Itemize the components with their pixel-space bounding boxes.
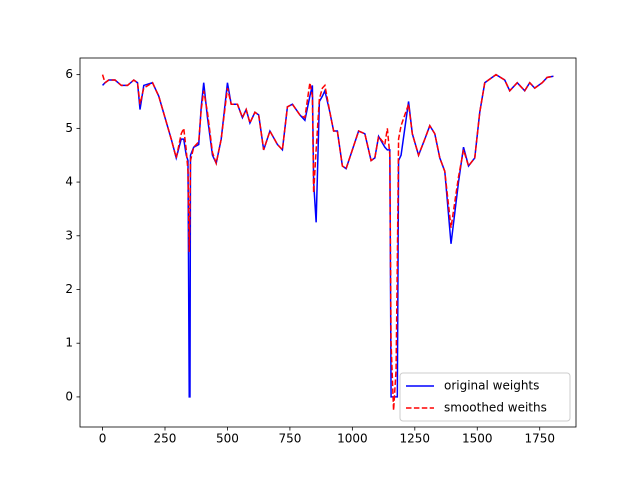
data-line [101, 73, 554, 411]
x-tick-label: 500 [216, 432, 239, 446]
axes-frame [79, 57, 577, 428]
x-tick-label: 1000 [337, 432, 368, 446]
y-tick-label: 1 [65, 336, 73, 350]
legend: original weights smoothed weiths [399, 372, 571, 422]
x-tick-label: 1250 [400, 432, 431, 446]
legend-label: original weights [444, 379, 539, 393]
data-line [101, 73, 554, 398]
y-tick-label: 0 [65, 389, 73, 403]
x-tick-label: 1750 [524, 432, 555, 446]
legend-box [399, 372, 571, 422]
x-tick-label: 1500 [462, 432, 493, 446]
legend-label: smoothed weiths [444, 401, 547, 415]
y-tick-label: 3 [65, 228, 73, 242]
y-tick-label: 4 [65, 175, 73, 189]
x-tick-label: 0 [99, 432, 107, 446]
x-tick-label: 750 [278, 432, 301, 446]
x-tick-label: 250 [154, 432, 177, 446]
y-tick-label: 5 [65, 121, 73, 135]
y-tick-label: 6 [65, 67, 73, 81]
y-tick-label: 2 [65, 282, 73, 296]
